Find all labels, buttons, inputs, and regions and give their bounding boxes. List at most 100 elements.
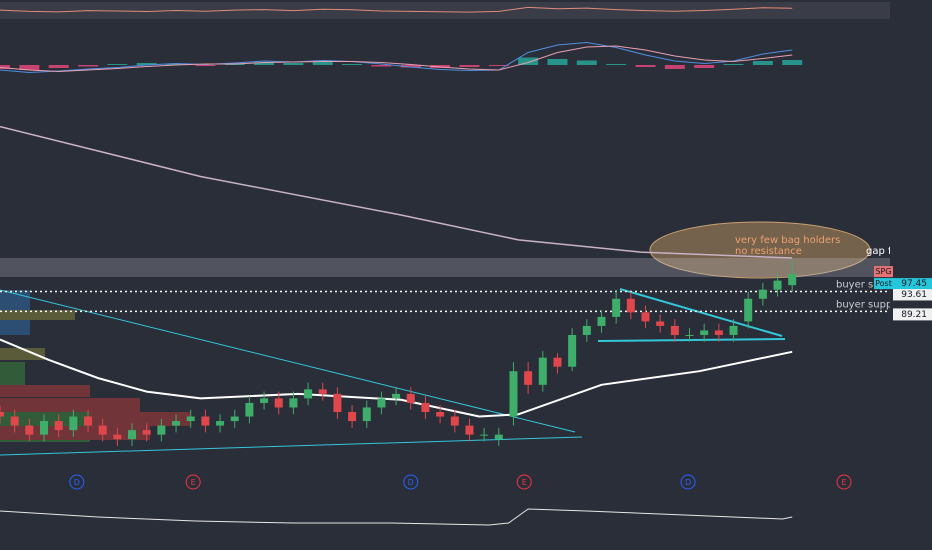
indicator-line	[0, 6, 793, 13]
histogram-bar	[0, 65, 10, 69]
profile-bar	[0, 310, 75, 320]
candle-body	[157, 425, 166, 435]
candle-body	[84, 416, 93, 426]
moving-average	[0, 338, 793, 418]
candle-body	[406, 393, 415, 403]
candle-body	[142, 430, 151, 435]
annotation: no resistance	[735, 246, 802, 257]
candle-body	[245, 402, 254, 417]
profile-bar	[0, 426, 150, 440]
candle-body	[436, 411, 445, 417]
candle-body	[69, 416, 78, 431]
event-label: E	[191, 478, 196, 487]
histogram-bar	[576, 60, 597, 65]
level-text: buyer support	[836, 299, 907, 310]
candle-body	[421, 402, 430, 412]
candle-body	[186, 416, 195, 422]
candle-body	[700, 330, 709, 335]
candle-body	[392, 393, 401, 399]
candle-body	[538, 357, 547, 385]
candle-body	[773, 280, 782, 290]
candle-body	[10, 416, 19, 426]
event-marker	[69, 474, 85, 490]
event-marker	[403, 474, 419, 490]
candle-body	[744, 298, 753, 322]
histogram-bar	[312, 62, 333, 65]
candle-body	[54, 421, 63, 431]
indicator-line	[0, 508, 793, 526]
axis: 93.61 89.21 SPG Post 97.45	[874, 266, 932, 321]
event-label: D	[74, 478, 80, 487]
event-label: E	[522, 478, 527, 487]
annotation-ellipse	[649, 221, 871, 279]
histogram-bar	[342, 64, 363, 65]
candle-body	[216, 421, 225, 426]
profile-bar	[0, 348, 45, 360]
rsi-band	[0, 2, 890, 19]
candle-body	[465, 425, 474, 435]
candle-body	[656, 321, 665, 326]
last-price-tag	[893, 278, 932, 290]
candle-body	[524, 371, 533, 385]
symbol-tag-text: SPG	[875, 267, 891, 276]
histogram-bar	[635, 65, 656, 67]
candle-body	[304, 389, 313, 399]
candle-body	[758, 289, 767, 299]
candle-body	[626, 298, 635, 313]
trendline	[597, 338, 786, 342]
histogram-bar	[371, 65, 392, 67]
candle-body	[480, 434, 489, 436]
price-tag-text: 93.61	[901, 290, 927, 300]
profile-bar	[0, 385, 90, 397]
macd-line	[0, 45, 793, 73]
candle-body	[494, 434, 503, 440]
annotation: gap fill	[866, 246, 900, 257]
price-tag	[893, 288, 932, 301]
candle-body	[25, 425, 34, 435]
histogram-bar	[78, 65, 99, 67]
histogram-bar	[19, 65, 40, 70]
histogram-bar	[254, 62, 275, 65]
candle-body	[0, 411, 4, 417]
last-price-text: 97.45	[901, 279, 927, 289]
candle-body	[553, 357, 562, 367]
price-axis	[890, 0, 932, 550]
histogram-bar	[694, 65, 715, 68]
candle-body	[670, 325, 679, 335]
event-label: D	[408, 478, 414, 487]
macd-line	[0, 41, 793, 74]
histogram-bar	[488, 65, 509, 66]
candle-body	[333, 393, 342, 412]
event-marker	[185, 474, 201, 490]
trendline	[0, 436, 583, 456]
price-tag	[893, 308, 932, 321]
histogram-bar	[136, 63, 157, 65]
event-label: E	[842, 478, 847, 487]
candle-body	[260, 398, 269, 403]
candle-body	[509, 371, 518, 417]
candle-body	[40, 421, 49, 435]
moving-average	[0, 125, 793, 259]
candle-body	[597, 316, 606, 326]
event-marker	[836, 474, 852, 490]
trendline	[0, 289, 576, 433]
histogram-bar	[48, 65, 69, 68]
histogram-bar	[400, 65, 421, 68]
candle-body	[714, 330, 723, 335]
histogram-bar	[606, 64, 627, 65]
histogram-bar	[723, 64, 744, 65]
histogram-bar	[547, 59, 568, 65]
candle-body	[788, 274, 797, 286]
session-tag-text: Post	[875, 279, 892, 288]
candle-body	[274, 398, 283, 408]
zone	[0, 257, 890, 278]
candle-body	[201, 416, 210, 426]
level-text: buyer sup	[836, 279, 886, 290]
session-tag	[874, 278, 893, 290]
histogram-bar	[166, 63, 187, 65]
histogram-bar	[283, 63, 304, 65]
candle-body	[172, 421, 181, 426]
histogram-bar	[782, 60, 803, 65]
event-marker	[680, 474, 696, 490]
